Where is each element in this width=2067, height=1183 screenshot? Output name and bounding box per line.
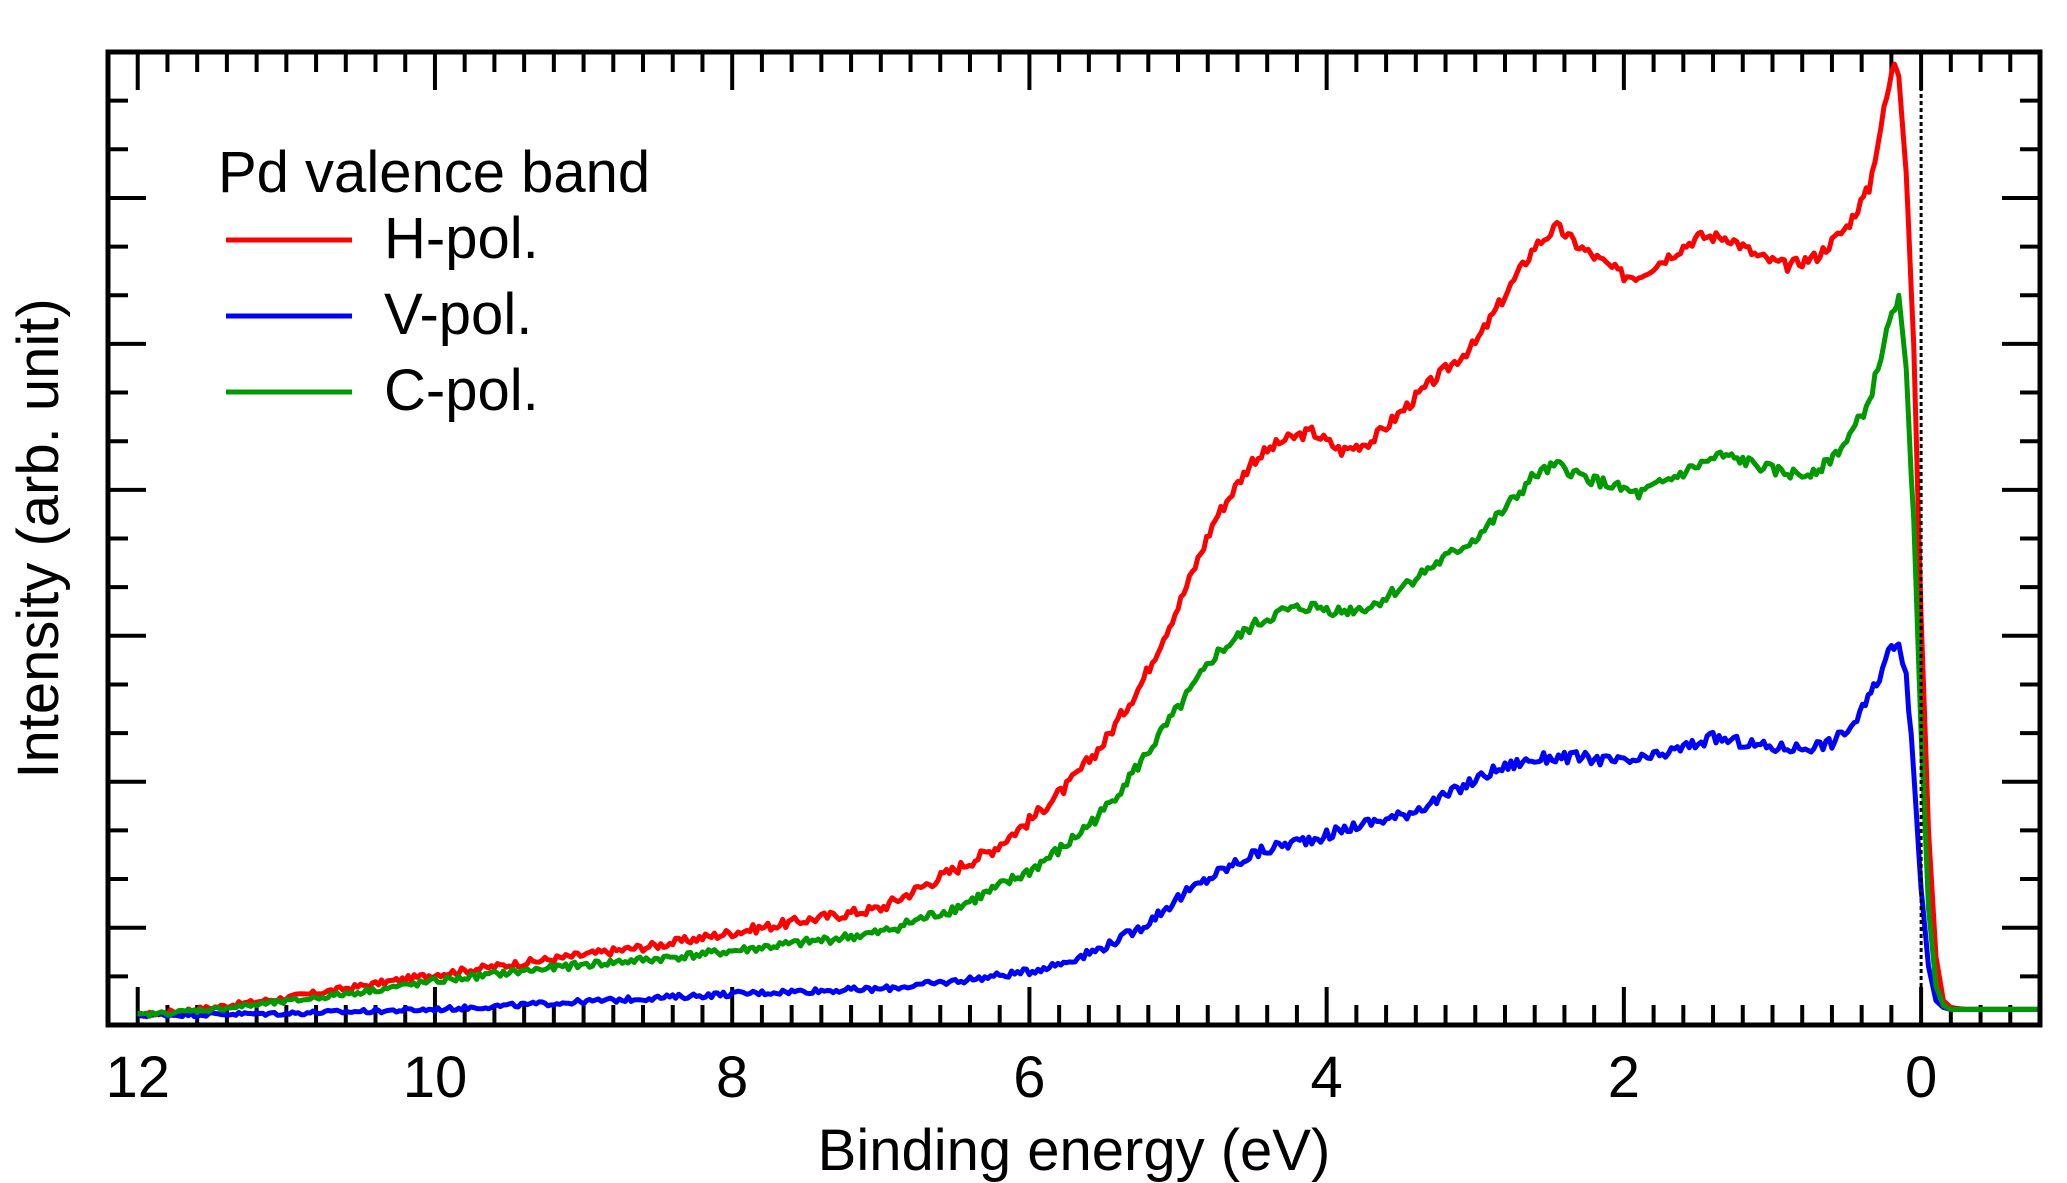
legend-label: V-pol.	[384, 282, 532, 347]
plot-frame	[105, 49, 2043, 1028]
x-tick-label: 10	[403, 1045, 468, 1110]
x-axis-title: Binding energy (eV)	[818, 1118, 1331, 1183]
y-axis-title: Intensity (arb. unit)	[6, 298, 71, 778]
legend-title: Pd valence band	[218, 140, 650, 205]
legend: Pd valence band H-pol. V-pol. C-pol.	[218, 140, 650, 423]
series-lines	[136, 61, 2040, 1020]
series-line-v-pol	[136, 641, 2040, 1020]
x-tick-label: 0	[1905, 1045, 1937, 1110]
x-tick-label: 12	[105, 1045, 170, 1110]
x-tick-label: 8	[716, 1045, 748, 1110]
legend-label: C-pol.	[384, 358, 539, 423]
x-tick-label: 2	[1608, 1045, 1640, 1110]
series-line-c-pol	[137, 292, 2040, 1019]
x-tick-label: 6	[1013, 1045, 1045, 1110]
x-tick-labels: 12 10 8 6 4 2 0	[105, 1045, 1937, 1110]
legend-label: H-pol.	[384, 206, 539, 271]
x-tick-label: 4	[1311, 1045, 1343, 1110]
